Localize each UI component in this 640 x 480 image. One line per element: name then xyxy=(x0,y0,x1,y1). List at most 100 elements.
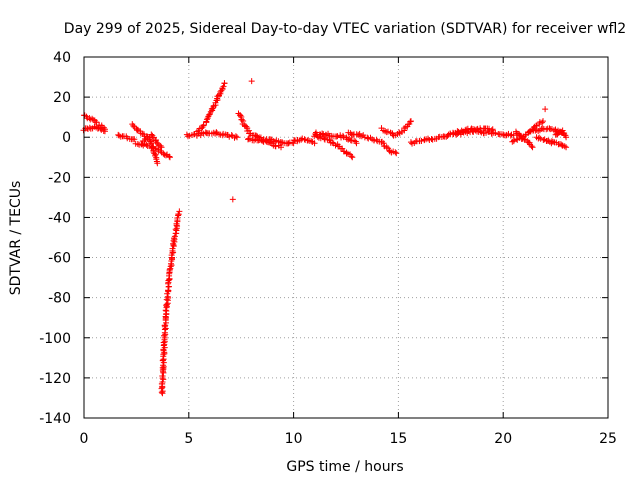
data-point xyxy=(528,143,535,150)
data-point xyxy=(203,116,210,123)
data-point xyxy=(159,372,166,379)
data-point xyxy=(474,125,481,132)
data-point xyxy=(272,143,279,150)
data-point xyxy=(166,266,173,273)
data-point xyxy=(554,131,561,138)
data-point xyxy=(148,131,155,138)
data-point xyxy=(383,129,390,136)
grid-lines xyxy=(84,57,608,418)
data-point xyxy=(164,293,171,300)
data-point xyxy=(171,233,178,240)
data-point xyxy=(383,144,390,151)
data-point xyxy=(160,376,167,383)
data-point xyxy=(170,249,177,256)
data-point xyxy=(418,137,425,144)
data-point xyxy=(563,144,570,151)
data-point xyxy=(454,128,461,135)
data-point xyxy=(168,258,175,265)
data-point xyxy=(319,130,326,137)
y-tick-labels: 40 20 0 -20 -40 -60 -80 -100 -120 -140 xyxy=(39,50,71,427)
data-point xyxy=(539,119,546,126)
plot-frame xyxy=(83,56,609,419)
data-point xyxy=(131,136,138,143)
data-point xyxy=(489,126,496,133)
data-point xyxy=(172,226,179,233)
data-point xyxy=(160,339,167,346)
data-point xyxy=(349,154,356,161)
x-tick-label: 25 xyxy=(599,431,617,447)
data-point xyxy=(93,119,100,126)
data-point xyxy=(537,135,544,142)
data-point xyxy=(200,121,207,128)
x-tick-label: 5 xyxy=(184,431,193,447)
x-tick-label: 15 xyxy=(389,431,407,447)
data-point xyxy=(492,130,499,137)
data-point xyxy=(234,134,241,141)
data-point xyxy=(166,153,173,160)
y-tick-label: 40 xyxy=(53,50,71,66)
data-point xyxy=(529,144,536,151)
x-tick-label: 0 xyxy=(80,431,89,447)
data-point xyxy=(536,134,543,141)
data-point xyxy=(488,127,495,134)
y-tick-label: -80 xyxy=(48,291,71,307)
data-point xyxy=(162,307,169,314)
data-point xyxy=(130,122,137,129)
data-point xyxy=(462,127,469,134)
data-point xyxy=(205,111,212,118)
x-tick-label: 20 xyxy=(494,431,512,447)
data-points xyxy=(80,78,570,397)
data-point xyxy=(175,211,182,218)
data-point xyxy=(263,138,270,145)
data-point xyxy=(353,140,360,147)
data-point xyxy=(221,80,228,87)
data-point xyxy=(500,131,507,138)
y-tick-label: 20 xyxy=(53,90,71,106)
data-point xyxy=(97,125,104,132)
data-point xyxy=(143,141,150,148)
data-point xyxy=(232,133,239,140)
data-point xyxy=(154,160,161,167)
y-tick-label: -40 xyxy=(48,210,71,226)
data-point xyxy=(301,136,308,143)
data-point xyxy=(101,128,108,135)
data-point xyxy=(285,140,292,147)
data-point xyxy=(563,134,570,141)
data-point xyxy=(540,118,547,125)
data-point xyxy=(561,143,568,150)
axis-ticks xyxy=(83,56,609,419)
data-point xyxy=(157,142,164,149)
data-point xyxy=(229,196,236,203)
data-point xyxy=(218,87,225,94)
data-point xyxy=(407,139,414,146)
data-point xyxy=(329,139,336,146)
data-point xyxy=(545,137,552,144)
data-point xyxy=(393,150,400,157)
y-tick-label: -120 xyxy=(39,371,71,387)
x-tick-labels: 0 5 10 15 20 25 xyxy=(80,431,617,447)
data-point xyxy=(176,208,183,215)
data-point xyxy=(228,131,235,138)
data-point xyxy=(339,132,346,139)
data-point xyxy=(348,153,355,160)
y-axis-label: SDTVAR / TECUs xyxy=(8,181,24,296)
data-point xyxy=(243,123,250,130)
chart-title: Day 299 of 2025, Sidereal Day-to-day VTE… xyxy=(64,21,626,37)
data-point xyxy=(392,149,399,156)
y-tick-label: 0 xyxy=(62,130,71,146)
x-axis-label: GPS time / hours xyxy=(286,459,403,475)
data-point xyxy=(248,78,255,85)
data-point xyxy=(207,108,214,115)
data-point xyxy=(215,91,222,98)
data-point xyxy=(165,287,172,294)
data-point xyxy=(166,154,173,161)
x-tick-label: 10 xyxy=(285,431,303,447)
data-point xyxy=(540,136,547,143)
y-tick-label: -60 xyxy=(48,251,71,267)
data-point xyxy=(358,133,365,140)
data-point xyxy=(334,133,341,140)
data-point xyxy=(86,124,93,131)
data-point xyxy=(321,135,328,142)
data-point xyxy=(162,152,169,159)
